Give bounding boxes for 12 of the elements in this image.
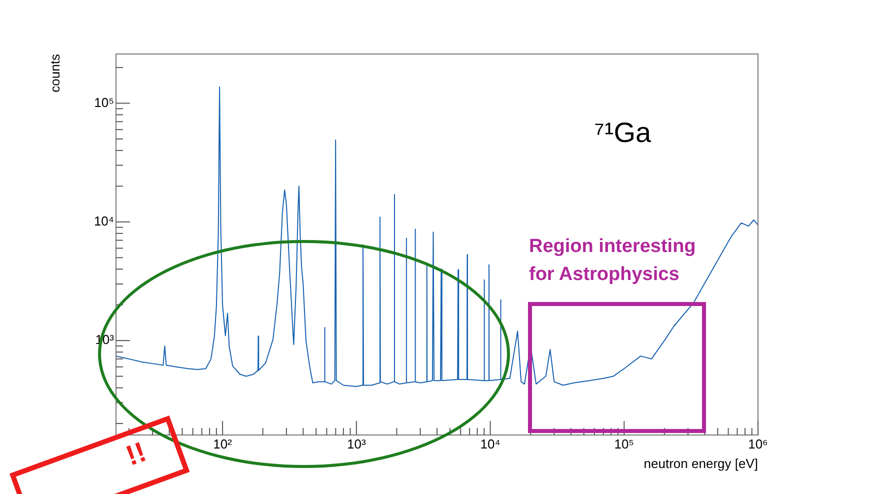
x-tick-label: 10³ (347, 436, 366, 452)
y-axis-title: counts (47, 54, 62, 92)
annotation: Region interesting for Astrophysics (529, 235, 697, 287)
y-tick-label: 10⁵ (94, 94, 114, 110)
x-tick-label: 10⁶ (748, 436, 768, 452)
x-tick-label: 10² (213, 436, 233, 452)
x-tick-label: 10⁴ (480, 436, 500, 452)
stamp-frame: !! (9, 415, 190, 494)
y-tick-label: 10⁴ (94, 213, 114, 228)
x-tick-label: 10⁵ (614, 436, 634, 452)
annotation: ⁷¹Ga (594, 117, 652, 148)
x-axis-title: neutron energy [eV] (644, 456, 758, 471)
